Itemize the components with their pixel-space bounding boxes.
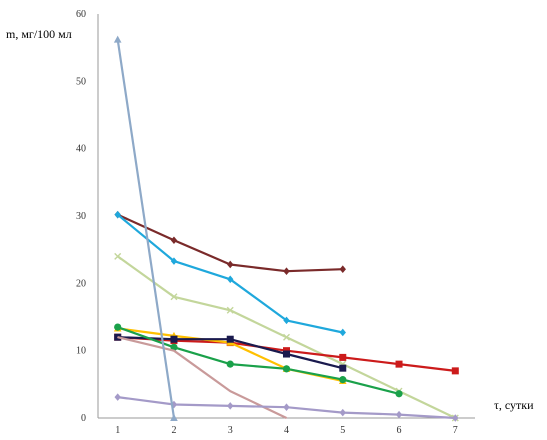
y-axis-title: m, мг/100 мл — [6, 27, 72, 41]
data-point — [170, 257, 178, 265]
data-point — [395, 390, 403, 398]
y-tick-label: 60 — [76, 9, 86, 20]
x-tick-label: 1 — [115, 425, 120, 436]
data-point — [339, 364, 347, 372]
data-point — [395, 410, 403, 419]
series-line — [116, 39, 176, 419]
data-point — [173, 350, 175, 352]
data-point — [283, 350, 290, 358]
x-tick-label: 5 — [340, 425, 345, 436]
data-point — [395, 360, 403, 368]
series-9 — [114, 393, 459, 422]
data-point — [227, 275, 234, 284]
data-point — [114, 323, 122, 331]
data-point — [283, 333, 290, 341]
x-tick-label: 2 — [171, 425, 176, 436]
data-point — [339, 408, 346, 417]
y-tick-label: 10 — [76, 346, 86, 357]
series-line — [117, 326, 400, 395]
series-layer — [113, 35, 459, 422]
data-point — [114, 393, 121, 401]
y-tick-label: 40 — [76, 144, 86, 155]
series-3 — [114, 252, 459, 422]
data-point — [170, 236, 178, 245]
y-tick-labels: 0 10 20 30 40 50 60 — [76, 9, 86, 424]
data-point — [283, 403, 290, 412]
data-point — [339, 353, 347, 361]
data-point — [451, 367, 459, 375]
y-tick-label: 0 — [81, 413, 86, 424]
series-line — [117, 336, 287, 419]
x-tick-label: 4 — [284, 425, 289, 436]
series-7 — [114, 323, 403, 398]
data-point — [117, 336, 119, 338]
x-tick-label: 3 — [228, 425, 233, 436]
x-tick-labels: 1 2 3 4 5 6 7 — [115, 425, 458, 436]
data-point — [226, 360, 234, 368]
x-tick-label: 7 — [453, 425, 458, 436]
data-point — [283, 316, 290, 325]
data-point — [113, 35, 122, 43]
y-tick-label: 50 — [76, 76, 86, 87]
data-point — [227, 260, 234, 269]
x-axis-title: τ, сутки — [494, 398, 534, 412]
data-point — [282, 365, 291, 373]
series-8 — [117, 336, 288, 419]
data-point — [114, 252, 122, 260]
y-tick-label: 20 — [76, 278, 86, 289]
data-point — [170, 293, 178, 301]
data-point — [170, 343, 178, 351]
data-point — [339, 328, 346, 337]
data-point — [283, 267, 290, 276]
series-1 — [114, 210, 346, 276]
data-point — [229, 390, 231, 392]
series-2 — [114, 210, 346, 337]
x-tick-label: 6 — [397, 425, 402, 436]
data-point — [285, 417, 288, 419]
data-point — [226, 306, 234, 314]
data-point — [339, 376, 347, 384]
data-point — [227, 402, 234, 410]
data-point — [170, 335, 178, 343]
series-10 — [113, 35, 178, 421]
data-point — [170, 414, 178, 421]
data-point — [339, 265, 346, 273]
data-point — [114, 210, 121, 219]
data-point — [226, 335, 234, 343]
y-tick-label: 30 — [76, 211, 86, 222]
data-point — [452, 414, 459, 422]
